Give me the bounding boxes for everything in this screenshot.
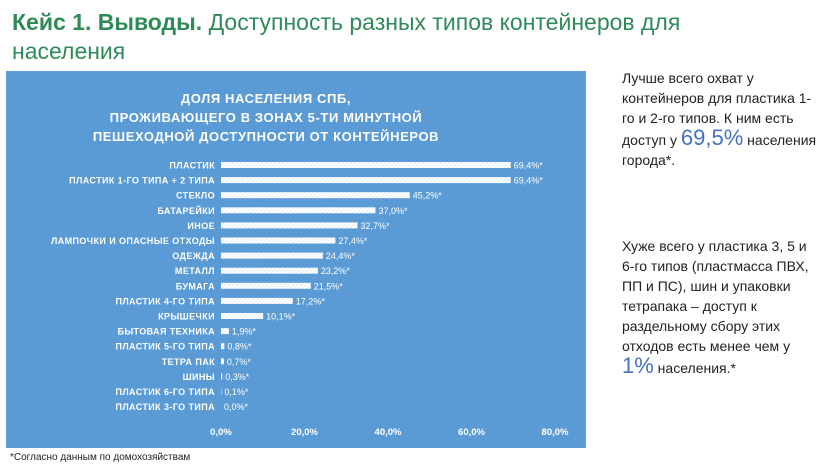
- value-label: 27,4%*: [338, 236, 368, 246]
- value-label: 69,4%*: [514, 176, 544, 186]
- bar-chart: ПЛАСТИК 69,4%* ПЛАСТИК 1-ГО ТИПА + 2 ТИПА 6…: [51, 161, 569, 439]
- category-label: ПЛАСТИК 1-ГО ТИПА + 2 ТИПА: [69, 176, 215, 186]
- chart-title-line-1: ДОЛЯ НАСЕЛЕНИЯ СПБ,: [180, 91, 352, 106]
- bar: [221, 177, 511, 184]
- category-label: ТЕТРА ПАК: [162, 357, 215, 367]
- slide-title-bold: Кейс 1. Выводы.: [12, 9, 203, 35]
- value-label: 37,0%*: [378, 206, 408, 216]
- bar: [221, 343, 225, 350]
- category-label: ПЛАСТИК 6-ГО ТИПА: [115, 387, 215, 397]
- value-label: 21,5%*: [314, 281, 344, 291]
- side-note-best-value: 69,5%: [680, 125, 744, 150]
- bar: [221, 267, 318, 274]
- category-label: СТЕКЛО: [176, 191, 215, 201]
- side-note-worst-text: Хуже всего у пластика 3, 5 и 6-го типов …: [622, 238, 809, 354]
- value-label: 17,2%*: [296, 296, 326, 306]
- bar: [221, 313, 264, 319]
- bar: [221, 207, 376, 214]
- chart-panel: ПЛАСТИК 69,4%* ПЛАСТИК 1-ГО ТИПА + 2 ТИПА 6…: [6, 71, 586, 448]
- x-tick-label: 20,0%: [291, 427, 318, 438]
- side-note-best-after: населения города*.: [622, 132, 817, 168]
- category-label: БАТАРЕЙКИ: [157, 205, 215, 216]
- side-note-best: Лучше всего охват у контейнеров для плас…: [622, 68, 818, 170]
- category-label: ПЛАСТИК 3-ГО ТИПА: [115, 402, 215, 412]
- footnote: *Согласно данным по домохозяйствам: [10, 452, 191, 463]
- bar: [221, 192, 410, 199]
- x-tick-label: 40,0%: [375, 427, 402, 438]
- value-label: 0,3%*: [225, 372, 250, 382]
- x-tick-label: 80,0%: [542, 427, 569, 438]
- side-note-worst-after: населения.*: [653, 360, 736, 376]
- side-note-worst-value: 1%: [622, 353, 654, 378]
- bar: [221, 282, 311, 289]
- category-label: ИНОЕ: [187, 221, 215, 231]
- chart-title: ДОЛЯ НАСЕЛЕНИЯ СПБ, ПРОЖИВАЮЩЕГО В ЗОНАХ…: [6, 89, 526, 146]
- bar: [221, 297, 293, 304]
- category-label: ШИНЫ: [183, 372, 215, 382]
- bar: [221, 358, 224, 365]
- value-label: 0,7%*: [227, 357, 252, 367]
- category-label: ПЛАСТИК 5-ГО ТИПА: [115, 342, 215, 352]
- side-note-worst: Хуже всего у пластика 3, 5 и 6-го типов …: [622, 236, 818, 378]
- value-label: 1,9%*: [232, 327, 257, 337]
- value-label: 0,0%*: [224, 402, 249, 412]
- x-tick-label: 60,0%: [458, 427, 485, 438]
- category-label: БЫТОВАЯ ТЕХНИКА: [117, 327, 215, 337]
- slide-title-rest: Доступность разных типов контейнеров для…: [12, 9, 681, 64]
- bar: [221, 222, 358, 229]
- category-label: БУМАГА: [176, 281, 215, 291]
- value-label: 32,7%*: [361, 221, 391, 231]
- value-label: 10,1%*: [266, 312, 296, 322]
- category-label: ЛАМПОЧКИ И ОПАСНЫЕ ОТХОДЫ: [51, 236, 215, 246]
- value-label: 0,8%*: [227, 342, 252, 352]
- value-label: 23,2%*: [321, 266, 351, 276]
- category-label: МЕТАЛЛ: [175, 266, 215, 276]
- value-label: 24,4%*: [326, 251, 356, 261]
- bar: [221, 162, 511, 168]
- value-label: 45,2%*: [413, 191, 443, 201]
- chart-title-line-3: ПЕШЕХОДНОЙ ДОСТУПНОСТИ ОТ КОНТЕЙНЕРОВ: [92, 129, 440, 144]
- category-label: ПЛАСТИК 4-ГО ТИПА: [115, 296, 215, 306]
- slide-title: Кейс 1. Выводы. Доступность разных типов…: [12, 8, 772, 66]
- category-label: ОДЕЖДА: [172, 251, 215, 261]
- category-label: КРЫШЕЧКИ: [158, 312, 215, 322]
- bar: [221, 252, 323, 259]
- chart-title-line-2: ПРОЖИВАЮЩЕГО В ЗОНАХ 5-ТИ МИНУТНОЙ: [109, 110, 423, 125]
- category-label: ПЛАСТИК: [169, 161, 215, 171]
- side-note-best-text: Лучше всего охват у контейнеров для плас…: [622, 70, 812, 148]
- bar: [221, 237, 336, 244]
- value-label: 69,4%*: [514, 161, 544, 171]
- bar: [221, 373, 223, 380]
- value-label: 0,1%*: [224, 387, 249, 397]
- bar: [221, 328, 229, 335]
- x-tick-label: 0,0%: [210, 427, 232, 438]
